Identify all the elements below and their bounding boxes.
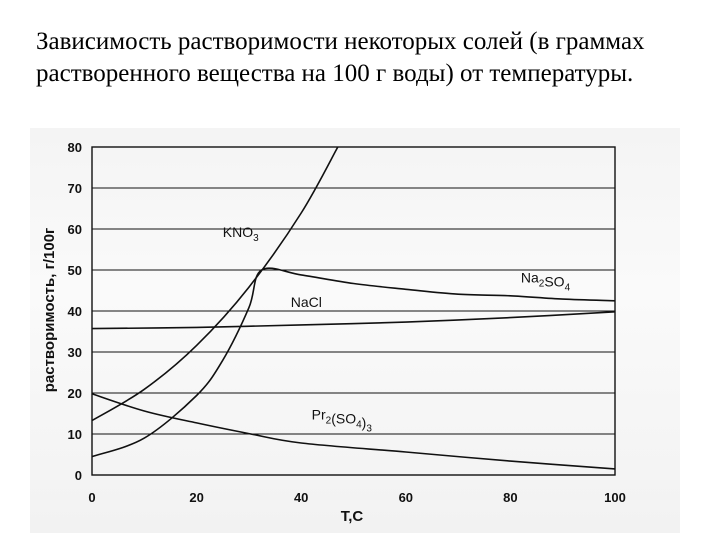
series-labels: KNO3 Na2SO4 NaCl Pr2(SO4)3 bbox=[223, 224, 571, 434]
x-tick-label: 20 bbox=[189, 490, 203, 505]
y-tick-label: 60 bbox=[68, 222, 82, 237]
grid-lines bbox=[92, 187, 615, 435]
series-label-pr2-so4-3: Pr2(SO4)3 bbox=[312, 407, 373, 435]
y-axis-title: растворимость, г/100г bbox=[41, 228, 58, 393]
series-line-na2so4 bbox=[91, 267, 616, 458]
y-tick-label: 30 bbox=[68, 345, 82, 360]
series-label-kno3: KNO3 bbox=[223, 224, 259, 244]
slide-title: Зависимость растворимости некоторых соле… bbox=[36, 28, 645, 87]
y-tick-label: 80 bbox=[68, 140, 82, 155]
series-line-nacl bbox=[91, 311, 616, 330]
y-tick-label: 50 bbox=[68, 263, 82, 278]
series-line-pr2-so4-3 bbox=[91, 393, 616, 470]
series-line-kno3 bbox=[91, 146, 339, 422]
y-tick-label: 10 bbox=[68, 427, 82, 442]
y-tick-label: 70 bbox=[68, 181, 82, 196]
series-label-nacl: NaCl bbox=[291, 294, 322, 310]
x-tick-label: 60 bbox=[399, 490, 413, 505]
x-tick-label: 0 bbox=[88, 490, 95, 505]
x-tick-labels: 0 20 40 60 80 100 bbox=[88, 490, 625, 505]
x-tick-label: 40 bbox=[294, 490, 308, 505]
y-tick-label: 20 bbox=[68, 386, 82, 401]
y-tick-label: 40 bbox=[68, 304, 82, 319]
series-label-na2so4: Na2SO4 bbox=[521, 269, 571, 293]
curves bbox=[91, 146, 616, 470]
y-tick-label: 0 bbox=[75, 468, 82, 483]
y-tick-labels: 0 10 20 30 40 50 60 70 80 bbox=[68, 140, 82, 483]
x-tick-label: 100 bbox=[604, 490, 626, 505]
x-tick-label: 80 bbox=[503, 490, 517, 505]
x-axis-title: T,C bbox=[341, 508, 364, 525]
